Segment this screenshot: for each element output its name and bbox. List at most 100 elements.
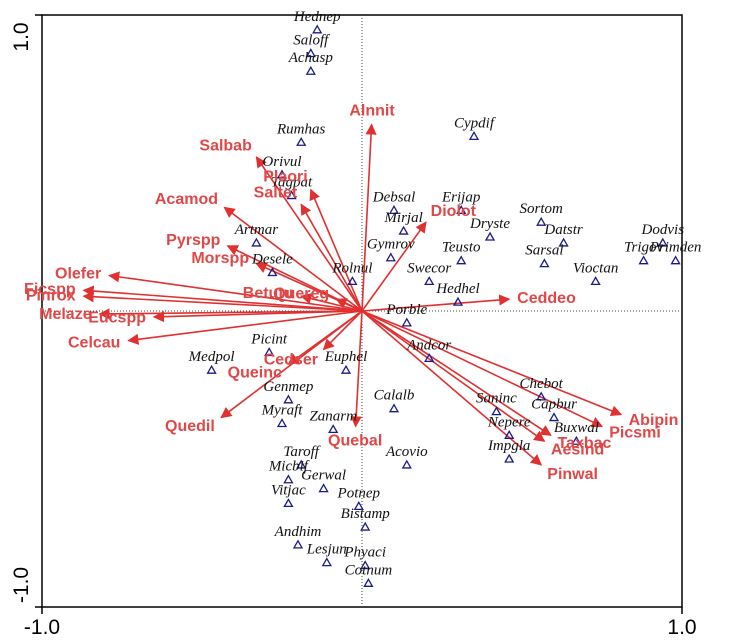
species-point [283,474,294,484]
species-label: Hednep [293,9,341,25]
species-label: Capbur [531,397,577,413]
species-point [424,353,435,363]
species-point [424,276,435,286]
variable-label: Taxbac [557,435,611,452]
species-label: Gerwal [301,468,346,484]
arrow [361,310,623,417]
species-label: Swecor [407,260,451,276]
variable-label: Salbab [199,138,252,155]
variable-label: Pinrox [26,287,76,304]
species-point [385,252,396,262]
variable-label: Quedil [165,418,215,435]
species-label: Micbif [268,459,310,475]
species-label: Desele [251,252,293,268]
species-label: Bistamp [341,506,391,522]
species-label: Debsal [372,189,416,205]
variable-label: Cedser [264,351,318,368]
species-point [353,501,364,511]
y-tick-label: -1.0 [10,567,33,603]
species-point [305,48,316,58]
variable-label: Queinc [228,364,282,381]
species-label: Hedhel [435,281,479,297]
species-label: Andhim [274,524,322,540]
species-point [590,276,601,286]
species-label: Saloff [293,32,330,48]
arrow [300,293,363,312]
species-point [504,453,515,463]
species-label: Erijap [441,189,481,205]
arrow [108,271,363,312]
arrow [361,310,546,442]
variable-label: Eucspp [88,309,146,326]
variable-label: Alnnit [349,103,395,120]
species-point [657,237,668,247]
species-label: Myraft [261,402,304,418]
species-point [286,190,297,200]
species-point [491,406,502,416]
variable-label: Quereg [273,285,329,302]
arrow [309,188,363,312]
arrow [220,310,363,419]
species-point [456,205,467,215]
species-label: Chebot [520,376,564,392]
species-label: Potnep [337,485,381,501]
species-point [539,258,550,268]
variable-label: Quebal [328,432,382,449]
species-point [456,255,467,265]
arrow [223,206,363,312]
variable-label: Abipin [629,412,679,429]
species-label: Artmar [234,222,279,238]
species-label: Buxwal [554,420,599,436]
species-point [340,364,352,374]
x-tick-label: 1.0 [667,616,696,639]
species-point [347,276,358,286]
variable-label: Melaze [39,306,92,323]
species-point [328,424,339,434]
species-point [283,394,294,404]
species-point [276,418,288,428]
x-tick-label: -1.0 [24,616,60,639]
species-label: Gymrov [367,237,415,253]
species-point [312,24,323,34]
species-point [264,347,275,357]
species-point [296,459,307,469]
species-point [292,539,304,549]
species-point [401,317,412,327]
species-point [267,267,278,277]
arrow [300,203,363,312]
species-label: Andcor [406,337,451,353]
species-label: Vitjac [271,482,306,498]
arrow [255,156,363,312]
species-label: Genmep [263,379,313,395]
species-point [305,65,316,75]
arrow [127,310,363,345]
species-point [558,237,569,247]
species-label: Euphel [324,349,368,365]
variable-label: Betutu [243,285,294,302]
arrow [361,294,511,312]
species-label: Calalb [374,388,415,404]
variable-label: Acamod [155,191,218,208]
arrow [152,310,363,323]
species-label: Taroff [283,444,320,460]
variable-label: Pinwal [547,466,598,483]
species-label: Dryste [469,216,510,232]
variable-label: Olefer [55,266,101,283]
species-label: Lesjun [306,542,347,558]
species-point [548,412,560,422]
species-label: Nepere [487,414,531,430]
species-label: Trigov [624,240,664,256]
species-point [206,364,217,374]
species-point [276,169,288,179]
species-point [638,255,649,265]
species-label: Picint [250,331,288,347]
variable-label: Diolot [431,203,477,220]
arrow [361,221,427,312]
species-point [283,498,294,508]
variable-label: Celcau [68,334,120,351]
species-label: Rumhas [276,121,325,137]
species-point [321,557,332,567]
species-label: Porble [385,302,427,318]
arrow [361,310,543,466]
